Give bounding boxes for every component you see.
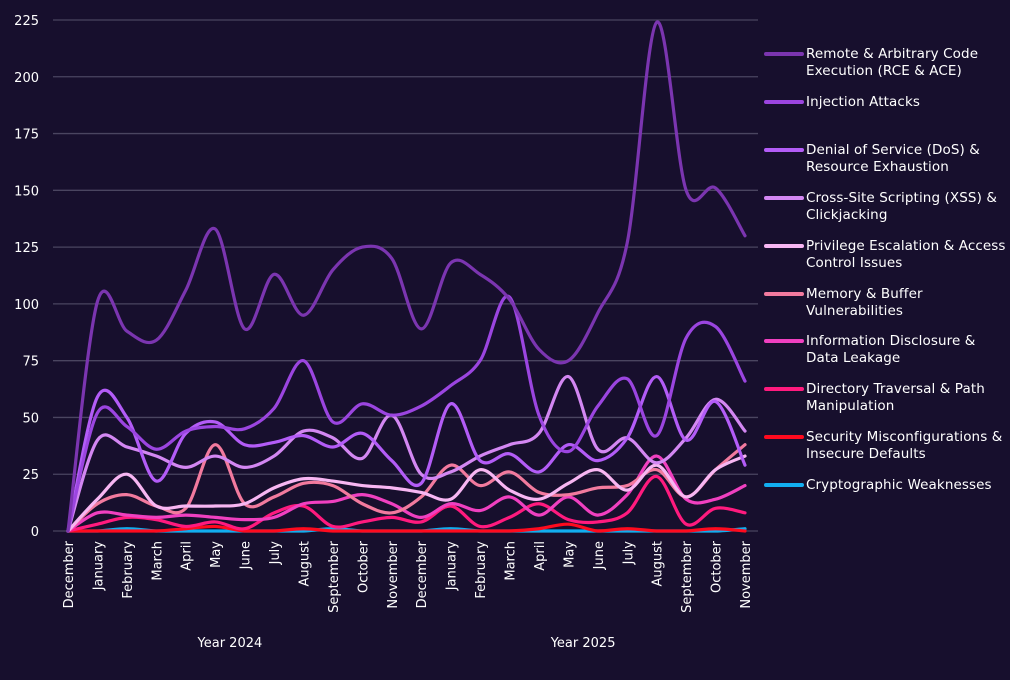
y-tick-label: 75 bbox=[22, 355, 39, 370]
x-tick-label: March bbox=[150, 541, 165, 581]
legend-label: Security Misconfigurations & Insecure De… bbox=[806, 429, 1003, 462]
legend-item-rce[interactable]: Remote & Arbitrary Code Execution (RCE &… bbox=[764, 46, 1006, 80]
legend-label: Cryptographic Weaknesses bbox=[806, 477, 992, 493]
x-tick-label: August bbox=[297, 541, 312, 587]
legend-label: Remote & Arbitrary Code Execution (RCE &… bbox=[806, 46, 979, 79]
legend-label: Privilege Escalation & Access Control Is… bbox=[806, 238, 1006, 271]
series-line-privilege bbox=[66, 454, 747, 533]
x-group-label: Year 2025 bbox=[550, 636, 616, 651]
y-tick-label: 0 bbox=[31, 525, 39, 540]
x-tick-label: October bbox=[710, 540, 725, 593]
x-tick-label: May bbox=[562, 541, 577, 568]
legend-item-crypto[interactable]: Cryptographic Weaknesses bbox=[764, 477, 1006, 494]
series-line-security-misconfig bbox=[66, 522, 747, 533]
legend-swatch bbox=[764, 244, 804, 248]
x-tick-label: March bbox=[504, 541, 519, 581]
series-line-rce bbox=[66, 20, 747, 533]
legend-item-dos[interactable]: Denial of Service (DoS) & Resource Exhau… bbox=[764, 142, 1006, 176]
legend-swatch bbox=[764, 52, 804, 56]
legend-item-xss[interactable]: Cross-Site Scripting (XSS) & Clickjackin… bbox=[764, 190, 1006, 224]
x-tick-label: June bbox=[592, 541, 607, 570]
y-tick-label: 150 bbox=[14, 184, 39, 199]
grid bbox=[53, 19, 758, 532]
legend-swatch bbox=[764, 148, 804, 152]
y-tick-label: 125 bbox=[14, 241, 39, 256]
legend-item-memory[interactable]: Memory & Buffer Vulnerabilities bbox=[764, 286, 1006, 320]
series-line-dos bbox=[66, 374, 747, 533]
x-tick-label: June bbox=[239, 541, 254, 570]
legend-item-info-disclosure[interactable]: Information Disclosure & Data Leakage bbox=[764, 333, 1006, 367]
legend-label: Injection Attacks bbox=[806, 94, 920, 110]
x-tick-label: February bbox=[474, 541, 489, 599]
x-tick-label: February bbox=[121, 541, 136, 599]
y-tick-label: 100 bbox=[14, 298, 39, 313]
x-tick-label: April bbox=[533, 541, 548, 571]
legend-label: Denial of Service (DoS) & Resource Exhau… bbox=[806, 142, 980, 175]
series-line-directory-traversal bbox=[66, 474, 747, 533]
x-tick-label: July bbox=[268, 541, 283, 566]
series-line-memory bbox=[66, 443, 747, 533]
legend-item-security-misconfig[interactable]: Security Misconfigurations & Insecure De… bbox=[764, 429, 1006, 463]
x-tick-label: September bbox=[327, 540, 342, 613]
legend-label: Information Disclosure & Data Leakage bbox=[806, 333, 976, 366]
x-tick-label: December bbox=[415, 540, 430, 608]
legend-swatch bbox=[764, 339, 804, 343]
y-tick-label: 175 bbox=[14, 128, 39, 143]
legend-item-injection[interactable]: Injection Attacks bbox=[764, 94, 1006, 111]
legend-swatch bbox=[764, 387, 804, 391]
legend-label: Memory & Buffer Vulnerabilities bbox=[806, 286, 923, 319]
legend-swatch bbox=[764, 100, 804, 104]
x-tick-label: April bbox=[180, 541, 195, 571]
x-tick-label: December bbox=[62, 540, 77, 608]
y-axis: 0 25 50 75 100 125 150 175 200 225 bbox=[14, 14, 39, 540]
legend-swatch bbox=[764, 292, 804, 296]
y-tick-label: 50 bbox=[22, 411, 39, 426]
legend-label: Directory Traversal & Path Manipulation bbox=[806, 381, 985, 414]
legend-label: Cross-Site Scripting (XSS) & Clickjackin… bbox=[806, 190, 997, 223]
y-tick-label: 25 bbox=[22, 468, 39, 483]
series-line-info-disclosure bbox=[66, 454, 747, 533]
x-axis: December January February March April May June… bbox=[62, 540, 754, 651]
legend-swatch bbox=[764, 196, 804, 200]
legend-item-directory-traversal[interactable]: Directory Traversal & Path Manipulation bbox=[764, 381, 1006, 415]
x-tick-label: September bbox=[680, 540, 695, 613]
x-tick-label: August bbox=[651, 541, 666, 587]
x-tick-label: July bbox=[621, 541, 636, 566]
legend-swatch bbox=[764, 483, 804, 487]
x-tick-label: November bbox=[739, 540, 754, 608]
x-tick-label: January bbox=[91, 541, 106, 592]
x-tick-label: October bbox=[356, 540, 371, 593]
x-tick-label: November bbox=[386, 540, 401, 608]
legend-swatch bbox=[764, 435, 804, 439]
x-group-label: Year 2024 bbox=[197, 636, 263, 651]
y-tick-label: 200 bbox=[14, 71, 39, 86]
x-tick-label: January bbox=[445, 541, 460, 592]
series-line-injection bbox=[66, 294, 747, 533]
series-lines bbox=[66, 20, 747, 533]
x-tick-label: May bbox=[209, 541, 224, 568]
legend-item-privilege[interactable]: Privilege Escalation & Access Control Is… bbox=[764, 238, 1006, 272]
y-tick-label: 225 bbox=[14, 14, 39, 29]
